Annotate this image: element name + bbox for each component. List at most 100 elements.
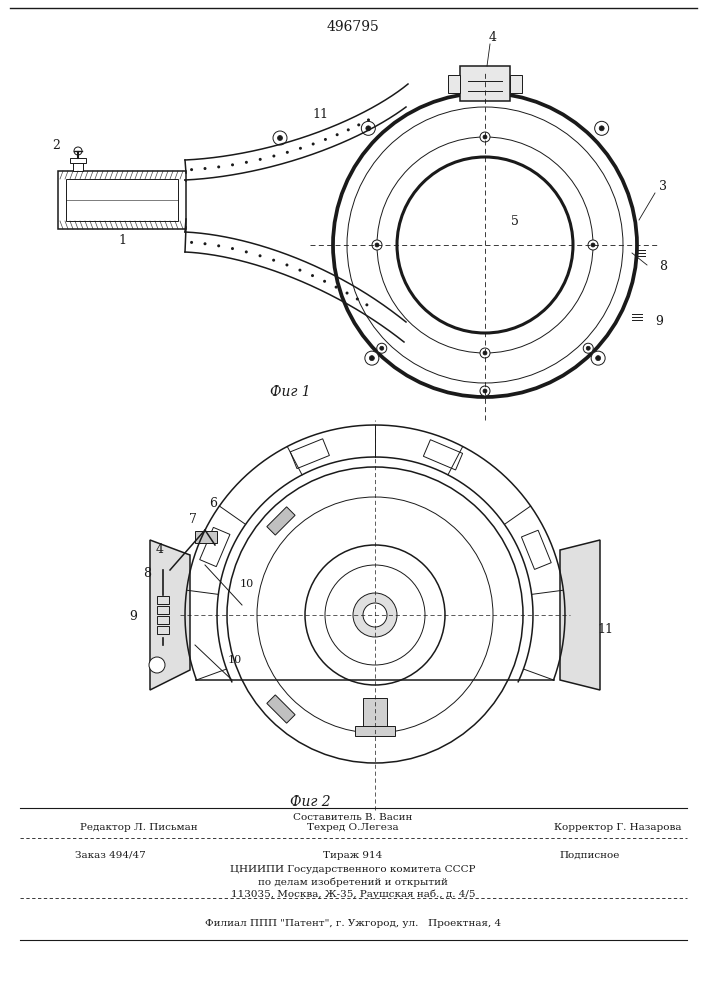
Circle shape (190, 241, 193, 244)
Bar (355, 726, 395, 736)
Circle shape (299, 147, 302, 150)
Text: 1: 1 (118, 234, 126, 247)
Bar (195, 531, 217, 543)
Circle shape (483, 351, 487, 355)
Circle shape (272, 155, 276, 158)
Polygon shape (267, 507, 295, 535)
Bar (70, 158, 86, 163)
Polygon shape (522, 530, 551, 569)
Bar (73, 163, 83, 171)
Circle shape (298, 269, 301, 272)
Text: Подписное: Подписное (560, 850, 620, 859)
Text: ЦНИИПИ Государственного комитета СССР: ЦНИИПИ Государственного комитета СССР (230, 865, 476, 874)
Circle shape (286, 151, 289, 154)
Circle shape (380, 346, 384, 350)
Circle shape (363, 603, 387, 627)
Polygon shape (423, 440, 462, 470)
Text: 10: 10 (228, 655, 242, 665)
Circle shape (353, 593, 397, 637)
Circle shape (231, 247, 234, 250)
Circle shape (231, 163, 234, 166)
Circle shape (245, 161, 248, 164)
Circle shape (367, 118, 370, 121)
Circle shape (217, 244, 220, 247)
Circle shape (312, 142, 315, 145)
Text: 8: 8 (659, 260, 667, 273)
Circle shape (346, 128, 350, 131)
Text: 5: 5 (511, 215, 519, 228)
Bar (157, 626, 169, 634)
Circle shape (591, 351, 605, 365)
Polygon shape (560, 540, 600, 690)
Circle shape (377, 343, 387, 353)
Circle shape (259, 254, 262, 257)
Text: Фиг 1: Фиг 1 (269, 385, 310, 399)
Text: 10: 10 (240, 579, 254, 589)
Polygon shape (150, 540, 190, 690)
Circle shape (595, 121, 609, 135)
Circle shape (375, 243, 379, 247)
Text: Заказ 494/47: Заказ 494/47 (75, 850, 146, 859)
Circle shape (366, 303, 368, 306)
Text: 496795: 496795 (327, 20, 380, 34)
Circle shape (483, 389, 487, 393)
Text: Техред О.Легеза: Техред О.Легеза (307, 824, 399, 832)
Circle shape (365, 351, 379, 365)
Circle shape (217, 165, 220, 168)
Text: 9: 9 (129, 610, 137, 623)
Text: 2: 2 (52, 139, 60, 152)
Circle shape (204, 167, 206, 170)
Circle shape (480, 132, 490, 142)
Text: 11: 11 (597, 623, 613, 636)
Circle shape (334, 286, 338, 289)
Circle shape (346, 292, 349, 295)
Circle shape (483, 135, 487, 139)
Text: 11: 11 (312, 108, 328, 121)
Bar (460, 66, 510, 101)
Text: 4: 4 (489, 31, 497, 44)
Circle shape (591, 243, 595, 247)
Circle shape (323, 280, 326, 283)
Circle shape (583, 343, 593, 353)
Circle shape (480, 348, 490, 358)
Polygon shape (290, 439, 329, 469)
Text: Редактор Л. Письман: Редактор Л. Письман (80, 824, 198, 832)
Bar (363, 698, 387, 728)
Circle shape (305, 545, 445, 685)
Polygon shape (199, 527, 230, 567)
Bar (157, 606, 169, 614)
Text: 9: 9 (655, 315, 663, 328)
Circle shape (588, 240, 598, 250)
Circle shape (259, 158, 262, 161)
Circle shape (599, 126, 604, 131)
Circle shape (311, 274, 314, 277)
Circle shape (149, 657, 165, 673)
Bar (448, 75, 460, 93)
Polygon shape (267, 695, 295, 723)
Bar (157, 616, 169, 624)
Circle shape (324, 138, 327, 141)
Bar (510, 75, 522, 93)
Circle shape (595, 356, 601, 361)
Circle shape (273, 131, 287, 145)
Text: 4: 4 (156, 543, 164, 556)
Circle shape (480, 386, 490, 396)
Circle shape (286, 263, 288, 266)
Circle shape (204, 242, 206, 245)
Circle shape (356, 297, 359, 300)
Circle shape (272, 259, 275, 262)
Circle shape (361, 121, 375, 135)
Bar (66, 179, 178, 221)
Bar (58, 171, 186, 229)
Text: 3: 3 (659, 180, 667, 193)
Text: 6: 6 (209, 497, 217, 510)
Text: 7: 7 (189, 513, 197, 526)
Text: Филиал ППП "Патент", г. Ужгород, ул.   Проектная, 4: Филиал ППП "Патент", г. Ужгород, ул. Про… (205, 920, 501, 928)
Bar (157, 596, 169, 604)
Circle shape (278, 135, 283, 140)
Circle shape (369, 356, 375, 361)
Circle shape (74, 147, 82, 155)
Text: Корректор Г. Назарова: Корректор Г. Назарова (554, 824, 682, 832)
Text: Тираж 914: Тираж 914 (323, 850, 382, 859)
Circle shape (357, 123, 361, 126)
